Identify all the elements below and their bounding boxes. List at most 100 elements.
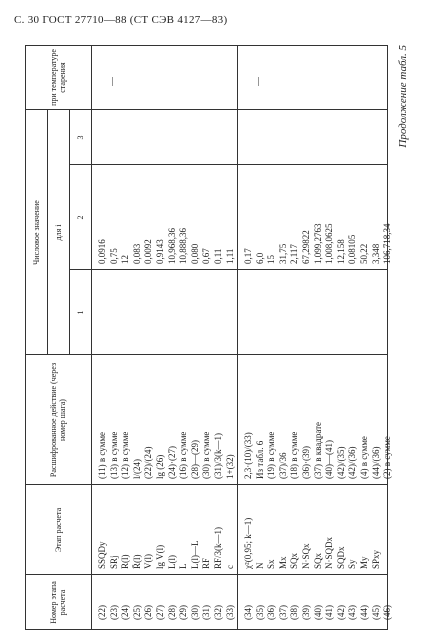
action: (4) в сумме (359, 436, 369, 479)
value: 1,099,2763 (312, 223, 323, 265)
value: 0,17 (243, 248, 253, 264)
action: (19) в сумме (266, 431, 277, 479)
action: Из табл. 6 (254, 440, 265, 479)
rule (237, 45, 238, 630)
step-name: SQx (289, 552, 300, 569)
step-name: Sx (266, 559, 277, 569)
action: (2) в сумме (382, 436, 393, 479)
step-name: R(l) (120, 554, 131, 570)
step-number: (35) (254, 605, 265, 620)
value: 0,0916 (97, 239, 107, 264)
column-header: Расшифрованное действие (через номер шаг… (49, 362, 67, 478)
column-header: при температуре старения (49, 49, 67, 106)
step-name: N (254, 562, 265, 570)
step-name: SQDx (335, 546, 346, 569)
action: (28)—(29) (189, 440, 200, 479)
step-number: (32) (213, 605, 223, 620)
column-header: 3 (75, 135, 85, 140)
value: 3,348 (370, 243, 381, 264)
step-name: L(l)—L (189, 540, 200, 570)
continuation-label: Продолжение табл. 5 (397, 45, 409, 148)
action: (44)/(36) (370, 446, 381, 480)
step-number: (45) (370, 605, 381, 620)
temperature-dash: — (253, 77, 263, 86)
step-number: (38) (289, 605, 300, 620)
step-number: (25) (131, 605, 142, 620)
step-number: (39) (301, 605, 311, 620)
step-number: (42) (335, 605, 346, 620)
value: 6,0 (254, 252, 265, 264)
step-name: Sy (347, 559, 358, 569)
action: (13) в сумме (108, 431, 119, 479)
step-number: (36) (266, 605, 277, 620)
step-number: (46) (382, 605, 393, 620)
step-number: (40) (312, 605, 323, 620)
step-number: (37) (277, 605, 288, 620)
step-number: (44) (359, 605, 369, 620)
column-header: Этап расчета (53, 507, 63, 553)
value: 0,67 (201, 248, 212, 264)
rule (25, 629, 387, 630)
value: 0,08105 (347, 234, 358, 264)
action: (11) в сумме (97, 431, 107, 479)
step-name: SSQDy (97, 541, 107, 569)
rule (91, 45, 92, 630)
column-header: Числовое значение (31, 200, 41, 265)
action: (16) в сумме (178, 431, 189, 479)
value: 0,9143 (155, 239, 165, 264)
value: 2,117 (289, 244, 300, 264)
step-name: SQx (312, 552, 323, 569)
value: 12 (120, 255, 131, 264)
step-name: L(l) (166, 555, 177, 569)
step-name: RF/3(k—1) (213, 526, 223, 569)
temperature-dash: — (107, 77, 117, 86)
rule (47, 110, 48, 355)
step-name: χ²(0,95; k—1) (243, 517, 253, 569)
action: (22)/(24) (143, 446, 154, 480)
step-name: SPxy (370, 549, 381, 569)
step-name: My (359, 556, 369, 569)
value: 67,29822 (301, 230, 311, 264)
column-header: для i (53, 224, 63, 241)
action: 2,3·(10)/(33) (243, 432, 253, 479)
rotated-table: Продолжение табл. 5 Номер этапа расчета Э… (25, 45, 420, 630)
value: 1,11 (224, 248, 235, 264)
value: 0,75 (108, 248, 119, 264)
action: (18) в сумме (289, 431, 300, 479)
rule (25, 109, 387, 110)
step-name: RF (201, 557, 212, 569)
action: (31)/3(k—1) (213, 433, 223, 479)
rule (25, 45, 26, 630)
page-header: С. 30 ГОСТ 27710—88 (СТ СЭВ 4127—83) (14, 14, 228, 26)
action: lg (26) (155, 454, 165, 479)
step-name: N·SQx (301, 543, 311, 569)
step-name: V(l) (143, 554, 154, 569)
step-number: (22) (97, 605, 107, 620)
step-number: (31) (201, 605, 212, 620)
step-name: L (178, 563, 189, 570)
step-number: (30) (189, 605, 200, 620)
action: l/(24) (131, 459, 142, 479)
step-name: SRj (108, 555, 119, 569)
value: 0,0092 (143, 239, 154, 264)
step-number: (27) (155, 605, 165, 620)
step-name: c (224, 565, 235, 569)
step-number: (28) (166, 605, 177, 620)
value: 106,718,34 (382, 223, 393, 265)
rule (387, 45, 388, 630)
rule (25, 45, 387, 46)
rule (69, 110, 70, 355)
column-header: 1 (75, 310, 85, 315)
step-number: (33) (224, 605, 235, 620)
action: (24)·(27) (166, 446, 177, 479)
action: (37) в квадрате (312, 421, 323, 479)
step-number: (41) (324, 605, 335, 620)
step-number: (23) (108, 605, 119, 620)
action: (42)/(36) (347, 446, 358, 480)
step-name: lg V(l) (155, 544, 165, 569)
action: (12) в сумме (120, 431, 131, 479)
value: 10,968,36 (166, 228, 177, 264)
step-name: R̄(l) (131, 554, 142, 570)
action: (37)/36 (277, 452, 288, 480)
step-number: (26) (143, 605, 154, 620)
